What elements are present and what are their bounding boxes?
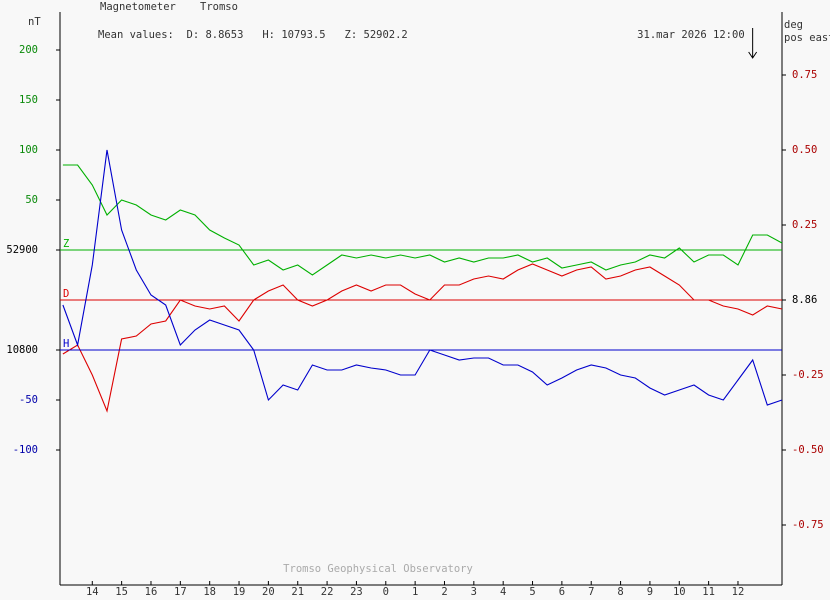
y2-tick-label: -0.75 xyxy=(792,519,824,531)
series-line xyxy=(62,149,783,406)
series-line xyxy=(62,263,783,413)
y-tick-label: 52900 xyxy=(6,244,38,256)
x-tick-label: 2 xyxy=(441,586,447,598)
y-tick-label: -100 xyxy=(13,444,38,456)
x-tick-label: 5 xyxy=(529,586,535,598)
series-line xyxy=(62,164,783,276)
x-tick-label: 18 xyxy=(203,586,216,598)
x-tick-label: 0 xyxy=(383,586,389,598)
x-tick-label: 9 xyxy=(647,586,653,598)
x-tick-label: 3 xyxy=(471,586,477,598)
x-tick-label: 4 xyxy=(500,586,506,598)
annotation-arrow xyxy=(748,28,758,59)
y2-axis-label: deg xyxy=(784,19,803,31)
y-axis-label: nT xyxy=(28,16,41,28)
y2-axis-label: pos east xyxy=(784,32,830,44)
mean-values: Mean values: D: 8.8653 H: 10793.5 Z: 529… xyxy=(98,29,408,41)
y-tick-label: 150 xyxy=(19,94,38,106)
y2-tick-label: 0.75 xyxy=(792,69,817,81)
y-tick-label: 50 xyxy=(25,194,38,206)
x-tick-label: 10 xyxy=(673,586,686,598)
x-tick-label: 12 xyxy=(732,586,745,598)
x-tick-label: 8 xyxy=(617,586,623,598)
y2-tick-label: -0.50 xyxy=(792,444,824,456)
y-tick-label: 200 xyxy=(19,44,38,56)
x-tick-label: 17 xyxy=(174,586,187,598)
y-tick-label: -50 xyxy=(19,394,38,406)
x-tick-label: 20 xyxy=(262,586,275,598)
y2-tick-label: 0.50 xyxy=(792,144,817,156)
x-tick-label: 23 xyxy=(350,586,363,598)
footer: Tromso Geophysical Observatory xyxy=(283,563,473,575)
x-tick-label: 14 xyxy=(86,586,99,598)
x-tick-label: 7 xyxy=(588,586,594,598)
y-tick-label: 10800 xyxy=(6,344,38,356)
y2-tick-label: -0.25 xyxy=(792,369,824,381)
chart-title: Magnetometer xyxy=(100,1,176,13)
x-tick-label: 22 xyxy=(321,586,334,598)
series-label: H xyxy=(63,338,69,350)
x-tick-label: 19 xyxy=(233,586,246,598)
annotation: 31.mar 2026 12:00 xyxy=(637,29,744,41)
series-label: D xyxy=(63,288,69,300)
y2-tick-label: 0.25 xyxy=(792,219,817,231)
y2-tick-label: 8.86 xyxy=(792,294,817,306)
station: Tromso xyxy=(200,1,238,13)
x-tick-label: 21 xyxy=(291,586,304,598)
x-tick-label: 1 xyxy=(412,586,418,598)
x-tick-label: 16 xyxy=(145,586,158,598)
series-label: Z xyxy=(63,238,69,250)
x-tick-label: 11 xyxy=(702,586,715,598)
x-tick-label: 6 xyxy=(559,586,565,598)
x-tick-label: 15 xyxy=(115,586,128,598)
y-tick-label: 100 xyxy=(19,144,38,156)
